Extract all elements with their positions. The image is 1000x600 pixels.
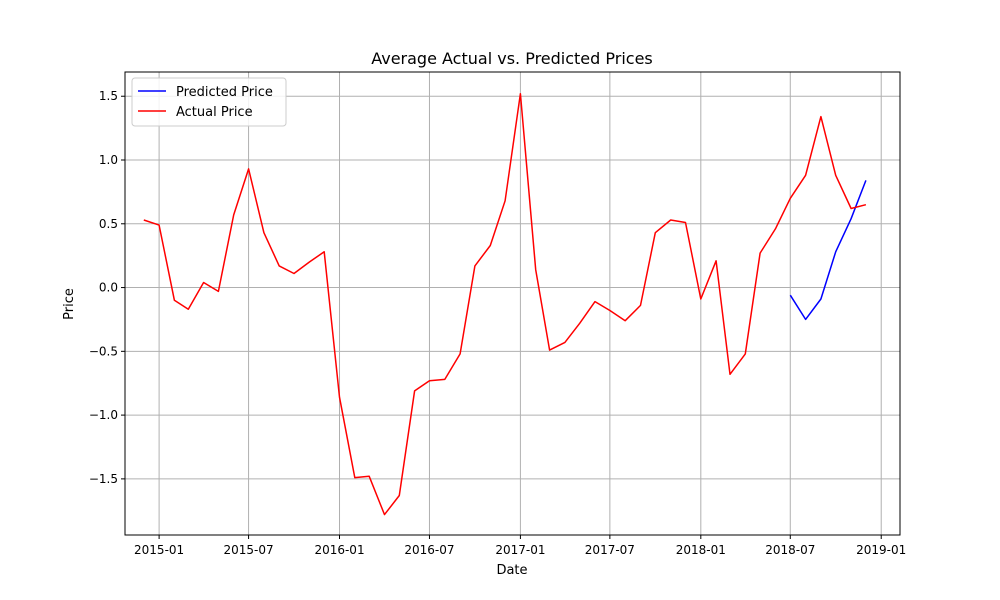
- predicted-price-line: [789, 180, 867, 321]
- x-tick-label: 2018-07: [765, 543, 815, 557]
- grid: [125, 72, 900, 535]
- legend-box: [131, 77, 287, 127]
- y-tick-label: 1.5: [99, 89, 118, 103]
- x-tick-label: 2015-07: [223, 543, 273, 557]
- legend-label: Actual Price: [176, 105, 253, 120]
- x-tick-label: 2015-01: [134, 543, 184, 557]
- x-tick-label: 2017-01: [495, 543, 545, 557]
- y-axis-label: Price: [62, 288, 77, 320]
- y-tick-label: 1.0: [99, 153, 118, 167]
- legend-label: Predicted Price: [176, 85, 273, 100]
- actual-price-line: [143, 92, 867, 516]
- x-tick-label: 2018-01: [676, 543, 726, 557]
- x-tick-label: 2016-07: [404, 543, 454, 557]
- x-tick-label: 2017-07: [585, 543, 635, 557]
- legend: Predicted Price Actual Price: [131, 77, 287, 127]
- y-tick-label: −1.0: [89, 408, 118, 422]
- y-tick-label: 0.5: [99, 217, 118, 231]
- y-tick-label: −1.5: [89, 472, 118, 486]
- y-tick-label: 0.0: [99, 281, 118, 295]
- x-tick-label: 2019-01: [856, 543, 906, 557]
- x-tick-label: 2016-01: [314, 543, 364, 557]
- chart-title: Average Actual vs. Predicted Prices: [371, 49, 653, 68]
- y-tick-label: −0.5: [89, 344, 118, 358]
- x-axis-label: Date: [496, 563, 527, 578]
- plot-frame: [124, 71, 901, 536]
- series-layer: [143, 92, 867, 516]
- ticks: 2015-01 2015-07 2016-01 2016-07 2017-01 2017-…: [89, 89, 906, 557]
